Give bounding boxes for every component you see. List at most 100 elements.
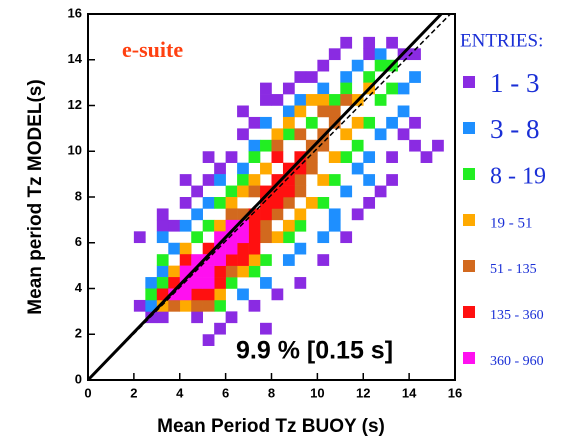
cell — [202, 197, 215, 209]
reference-line — [87, 13, 451, 381]
cell — [191, 208, 203, 221]
y-tick-label: 8 — [75, 188, 82, 203]
cell — [237, 174, 249, 186]
cell — [386, 116, 398, 129]
cell — [260, 254, 272, 266]
legend-label: 3 - 8 — [490, 114, 540, 144]
cell — [225, 185, 238, 198]
cell — [248, 299, 261, 312]
cell — [191, 254, 203, 266]
cell — [237, 242, 249, 255]
legend-swatch — [463, 122, 475, 134]
cell — [145, 288, 158, 301]
y-tick-label: 2 — [75, 326, 82, 341]
cell — [317, 254, 330, 266]
cell — [294, 174, 307, 186]
y-tick-label: 0 — [75, 371, 82, 386]
legend-label: 135 - 360 — [490, 308, 544, 323]
cell — [248, 174, 261, 186]
cell — [271, 151, 284, 163]
cell — [363, 116, 376, 129]
cell — [179, 242, 192, 255]
cell — [248, 185, 261, 198]
cell — [179, 254, 192, 266]
cell — [156, 208, 169, 221]
cell — [409, 48, 421, 61]
cell — [340, 71, 353, 83]
cell — [317, 94, 330, 106]
legend-swatch — [463, 214, 475, 226]
cell — [248, 116, 261, 129]
cell — [260, 185, 272, 198]
cell — [179, 288, 192, 301]
cell — [179, 174, 192, 186]
cell — [248, 139, 261, 152]
cell — [317, 174, 330, 186]
cell — [214, 254, 226, 266]
legend-label: 1 - 3 — [490, 68, 540, 98]
cell — [363, 174, 376, 186]
cell — [271, 288, 284, 301]
cell — [214, 162, 226, 175]
cell — [409, 139, 421, 152]
cell — [386, 151, 398, 163]
cell — [237, 265, 249, 278]
cell — [214, 265, 226, 278]
cell — [179, 299, 192, 312]
cell — [145, 311, 158, 324]
cell — [282, 116, 295, 129]
cell — [214, 277, 226, 289]
cell — [260, 322, 272, 335]
cell — [328, 174, 341, 186]
cell — [317, 139, 330, 152]
cell — [260, 219, 272, 232]
cell — [179, 265, 192, 278]
cell — [191, 288, 203, 301]
cell — [432, 139, 444, 152]
cell — [156, 277, 169, 289]
cell — [374, 128, 387, 141]
cell — [156, 219, 169, 232]
cell — [237, 105, 249, 118]
cell — [237, 185, 249, 198]
legend-swatch — [463, 168, 475, 180]
cell — [237, 231, 249, 244]
cell — [214, 288, 226, 301]
cell — [328, 208, 341, 221]
cell — [260, 197, 272, 209]
cell — [340, 36, 353, 49]
cell — [260, 208, 272, 221]
x-tick-label: 8 — [268, 385, 275, 400]
cell — [351, 59, 364, 72]
x-tick-label: 14 — [402, 385, 417, 400]
cell — [282, 82, 295, 95]
cell — [363, 36, 376, 49]
cell — [225, 151, 238, 163]
cell — [271, 197, 284, 209]
cell — [214, 299, 226, 312]
cell — [191, 265, 203, 278]
cell — [305, 139, 318, 152]
x-tick-label: 12 — [356, 385, 370, 400]
cell — [271, 208, 284, 221]
legend-title: ENTRIES: — [460, 30, 543, 51]
y-tick-label: 4 — [75, 280, 83, 295]
cell — [340, 128, 353, 141]
cell — [145, 277, 158, 289]
cell — [237, 128, 249, 141]
cell — [340, 151, 353, 163]
legend-label: 360 - 960 — [490, 354, 544, 369]
cell — [282, 219, 295, 232]
cell — [179, 197, 192, 209]
cell — [317, 105, 330, 118]
cell — [225, 208, 238, 221]
reference-line — [86, 12, 443, 382]
cell — [133, 299, 146, 312]
cell — [363, 197, 376, 209]
cell — [305, 197, 318, 209]
cell — [191, 185, 203, 198]
cell — [168, 277, 181, 289]
x-tick-label: 16 — [448, 385, 462, 400]
cell — [168, 242, 181, 255]
